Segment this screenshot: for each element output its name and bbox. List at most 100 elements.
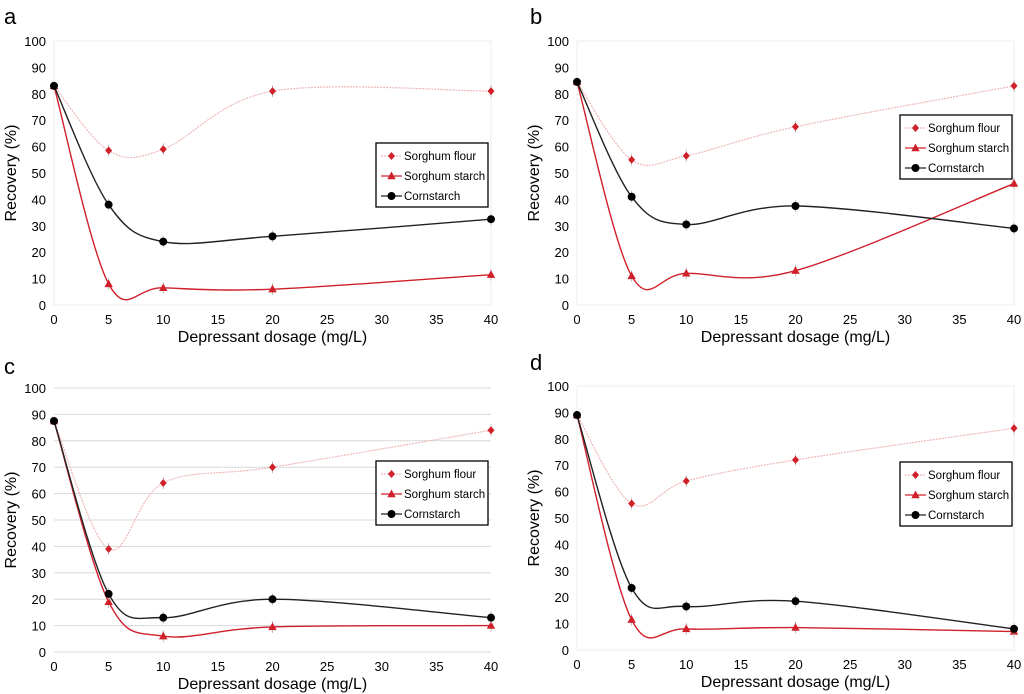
data-point [104, 200, 113, 209]
x-tick-label: 20 [788, 312, 802, 327]
chart-panel-d: d 0 10 20 30 40 50 60 70 80 90 100 0 5 10 15 20 25 30 35 40 D… [526, 350, 1021, 691]
data-point [1010, 424, 1018, 433]
legend-label: Sorghum starch [928, 490, 1009, 502]
y-tick-label: 0 [39, 645, 46, 660]
y-tick-label: 30 [32, 219, 46, 234]
y-axis-title: Recovery (%) [3, 125, 20, 222]
y-tick-label: 80 [555, 432, 569, 447]
series-line [53, 85, 492, 159]
legend-swatch-marker [387, 171, 396, 180]
y-tick-label: 70 [32, 460, 46, 475]
data-point [1010, 224, 1018, 233]
y-tick-label: 60 [32, 140, 46, 155]
series-sorghum-starch [572, 77, 1019, 291]
x-tick-label: 0 [573, 312, 580, 327]
legend-swatch-marker [387, 510, 396, 518]
y-tick-label: 10 [32, 619, 46, 634]
y-tick-label: 90 [555, 405, 569, 420]
data-point [486, 270, 496, 278]
legend-swatch-marker [387, 489, 396, 498]
legend-swatch-marker [912, 124, 919, 132]
y-tick-label: 70 [555, 113, 569, 128]
x-tick-label: 30 [898, 657, 912, 672]
x-tick-label: 35 [952, 312, 966, 327]
y-tick-label: 0 [39, 298, 46, 313]
y-tick-label: 50 [555, 511, 569, 526]
data-point [792, 455, 799, 464]
data-point [487, 613, 495, 622]
plot-frame [576, 40, 1015, 306]
series-cornstarch [50, 81, 495, 248]
y-tick-label: 80 [32, 87, 46, 102]
y-tick-label: 10 [32, 272, 46, 287]
y-tick-label: 40 [555, 192, 569, 207]
data-point [159, 631, 168, 640]
legend-swatch-marker [912, 471, 919, 479]
data-point [104, 597, 113, 606]
y-tick-label: 20 [32, 245, 46, 260]
data-point [627, 192, 636, 201]
x-tick-label: 10 [679, 312, 693, 327]
panel-label: c [4, 354, 15, 379]
data-point [627, 615, 636, 623]
y-tick-label: 100 [24, 34, 46, 49]
data-point [791, 623, 800, 631]
x-tick-label: 25 [843, 657, 857, 672]
legend-swatch-marker [388, 470, 395, 478]
data-point [628, 499, 636, 508]
x-tick-label: 35 [952, 657, 966, 672]
series-sorghum-starch [49, 416, 496, 643]
series-line [576, 81, 1015, 167]
x-tick-label: 35 [429, 659, 443, 674]
legend-label: Sorghum starch [928, 143, 1009, 155]
x-tick-label: 5 [628, 312, 635, 327]
y-axis-title: Recovery (%) [526, 470, 543, 567]
data-point [791, 266, 800, 274]
data-point [159, 237, 168, 246]
data-point [105, 545, 113, 554]
data-point [50, 81, 58, 90]
legend-swatch-marker [911, 490, 920, 499]
x-tick-label: 30 [375, 312, 389, 327]
data-point [487, 215, 495, 224]
y-tick-label: 100 [547, 34, 569, 49]
y-tick-label: 0 [562, 643, 569, 658]
x-tick-label: 0 [50, 312, 57, 327]
legend-label: Cornstarch [928, 510, 984, 522]
x-tick-label: 0 [573, 657, 580, 672]
legend-swatch-marker [911, 511, 920, 519]
legend-label: Sorghum starch [404, 489, 485, 501]
legend: Sorghum flour Sorghum starch Cornstarch [899, 461, 1013, 527]
y-tick-label: 40 [32, 539, 46, 554]
data-point [159, 479, 167, 488]
data-point [104, 589, 113, 598]
data-point [1009, 179, 1019, 187]
legend-label: Sorghum flour [404, 469, 476, 481]
data-point [573, 77, 581, 86]
y-tick-label: 50 [555, 166, 569, 181]
data-point [682, 624, 691, 633]
y-tick-label: 0 [562, 298, 569, 313]
y-tick-label: 60 [555, 485, 569, 500]
data-point [159, 283, 168, 292]
y-tick-label: 60 [32, 487, 46, 502]
x-tick-label: 15 [734, 312, 748, 327]
x-tick-label: 30 [898, 312, 912, 327]
x-tick-label: 30 [375, 659, 389, 674]
data-point [269, 463, 276, 472]
y-tick-label: 90 [555, 60, 569, 75]
series-cornstarch [573, 77, 1018, 235]
data-point [627, 583, 636, 592]
legend: Sorghum flour Sorghum starch Cornstarch [375, 460, 489, 526]
series-cornstarch [50, 417, 495, 624]
x-tick-label: 10 [156, 659, 170, 674]
data-point [268, 232, 277, 241]
x-tick-label: 20 [788, 657, 802, 672]
data-point [487, 87, 495, 96]
data-point [105, 146, 113, 155]
x-tick-label: 5 [628, 657, 635, 672]
x-axis-title: Depressant dosage (mg/L) [701, 329, 890, 346]
y-tick-label: 50 [32, 513, 46, 528]
x-tick-label: 40 [1007, 312, 1021, 327]
